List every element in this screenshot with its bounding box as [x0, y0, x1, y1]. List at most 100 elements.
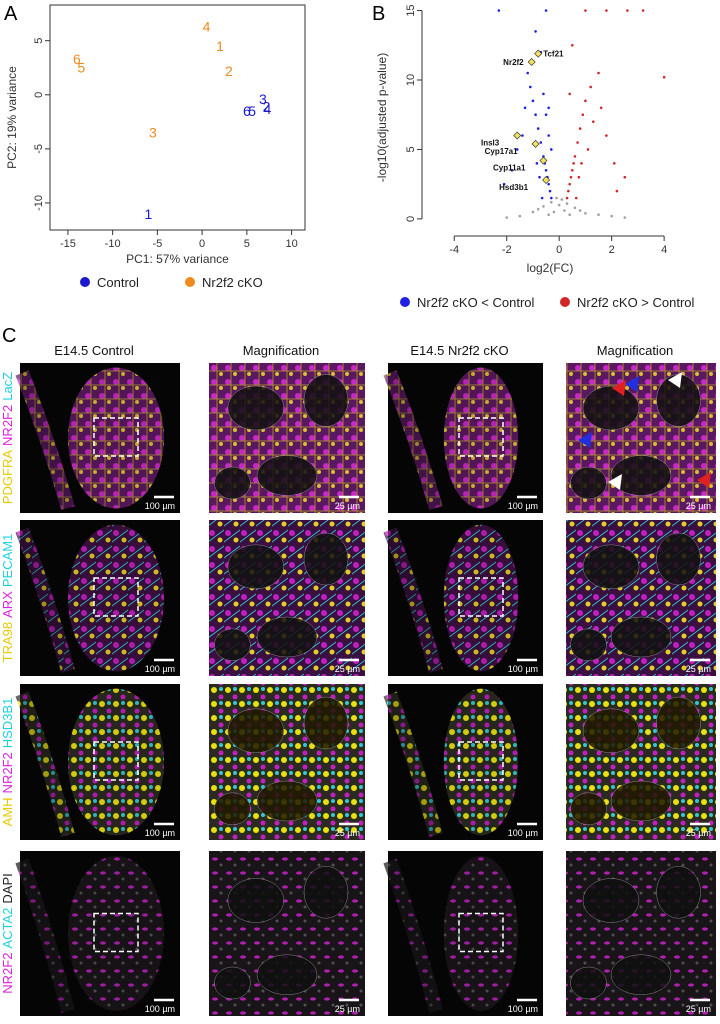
legend-marker — [400, 297, 410, 307]
point — [550, 196, 553, 200]
point — [550, 148, 553, 151]
point-label: 1 — [216, 38, 224, 54]
stain-label: NR2F2 ACTA2 DAPI — [0, 873, 15, 993]
tubule — [582, 385, 640, 431]
tubule — [610, 954, 672, 995]
point — [584, 9, 587, 12]
y-tick-label: -5 — [33, 144, 45, 154]
stain-name: AMH — [0, 797, 15, 826]
point — [536, 207, 540, 211]
scale-bar-label: 100 µm — [508, 664, 538, 674]
x-tick-label: -15 — [60, 238, 76, 250]
inset-box — [93, 912, 139, 953]
tubule — [214, 966, 251, 1000]
point — [538, 175, 541, 179]
point — [571, 168, 574, 172]
point — [567, 189, 570, 193]
point — [577, 175, 581, 179]
point — [591, 120, 595, 123]
legend-label: Control — [97, 275, 139, 290]
point — [586, 148, 590, 151]
point — [550, 200, 553, 204]
point — [578, 209, 582, 212]
x-tick-label: -4 — [449, 244, 459, 256]
point — [610, 214, 613, 218]
point — [505, 216, 509, 219]
highlight-point — [542, 176, 551, 184]
point-label: 3 — [259, 91, 267, 107]
gonad — [443, 688, 519, 836]
point — [565, 202, 569, 205]
gene-label: Cyp17a1 — [485, 147, 518, 156]
x-axis-label: log2(FC) — [527, 261, 574, 275]
point — [535, 162, 539, 165]
tubule — [214, 792, 251, 826]
point — [573, 206, 577, 210]
gene-label: Cyp11a1 — [493, 164, 526, 173]
point — [534, 113, 537, 117]
highlight-point — [534, 49, 543, 58]
point — [547, 134, 550, 137]
plot-frame — [49, 4, 306, 231]
scale-bar-label: 100 µm — [145, 828, 175, 838]
point-label: 4 — [264, 101, 272, 117]
y-tick-label: 15 — [405, 4, 417, 16]
legend-label: Nr2f2 cKO > Control — [577, 295, 695, 310]
point — [576, 141, 579, 144]
point — [584, 99, 587, 103]
point-label: 5 — [248, 103, 256, 119]
panel-label: A — [4, 3, 18, 25]
tubule — [256, 954, 318, 995]
scale-bar-label: 100 µm — [508, 501, 538, 511]
gene-label: Nr2f2 — [503, 58, 524, 67]
highlight-point — [531, 139, 540, 148]
stain-name: ACTA2 — [0, 908, 15, 949]
tubule — [214, 628, 251, 662]
tubule — [303, 374, 349, 427]
point — [568, 182, 571, 186]
tubule — [303, 866, 349, 919]
point — [563, 209, 566, 212]
stain-name: PDGFRA — [0, 450, 15, 505]
tubule — [610, 616, 672, 658]
point-label: 4 — [203, 19, 211, 35]
arrowhead — [625, 376, 639, 392]
tubule — [570, 966, 607, 1000]
y-axis-label: PC2: 19% variance — [5, 66, 19, 169]
legend-label: Nr2f2 cKO — [202, 275, 263, 290]
point — [568, 92, 571, 96]
tubule — [214, 466, 251, 500]
point — [568, 213, 571, 217]
stain-name: TRA98 — [0, 622, 15, 662]
point — [597, 71, 600, 75]
tubule — [656, 696, 701, 750]
y-axis-label: -log10(adjusted p-value) — [375, 53, 389, 182]
point-label: 6 — [73, 51, 81, 67]
scale-bar-label: 100 µm — [145, 1004, 175, 1014]
mesonephros — [383, 370, 443, 510]
mesonephros — [15, 691, 75, 837]
point — [623, 175, 627, 179]
tubule — [256, 780, 318, 822]
point — [515, 148, 519, 151]
scale-bar-label: 25 µm — [686, 828, 711, 838]
stain-name: PECAM1 — [0, 534, 15, 587]
arrowhead — [608, 474, 622, 490]
arrowhead — [578, 432, 592, 448]
point — [542, 155, 545, 158]
inset-box — [93, 417, 139, 457]
stain-name: ARX — [0, 591, 15, 618]
point-label: 2 — [225, 63, 233, 79]
gonad — [68, 367, 164, 509]
highlight-point — [539, 156, 548, 165]
point — [497, 9, 501, 12]
tubule — [570, 628, 607, 662]
point — [573, 155, 577, 158]
point — [557, 203, 561, 207]
point — [565, 196, 569, 200]
point — [521, 134, 524, 137]
tubule — [582, 878, 640, 923]
point — [580, 162, 583, 165]
point — [548, 189, 552, 193]
